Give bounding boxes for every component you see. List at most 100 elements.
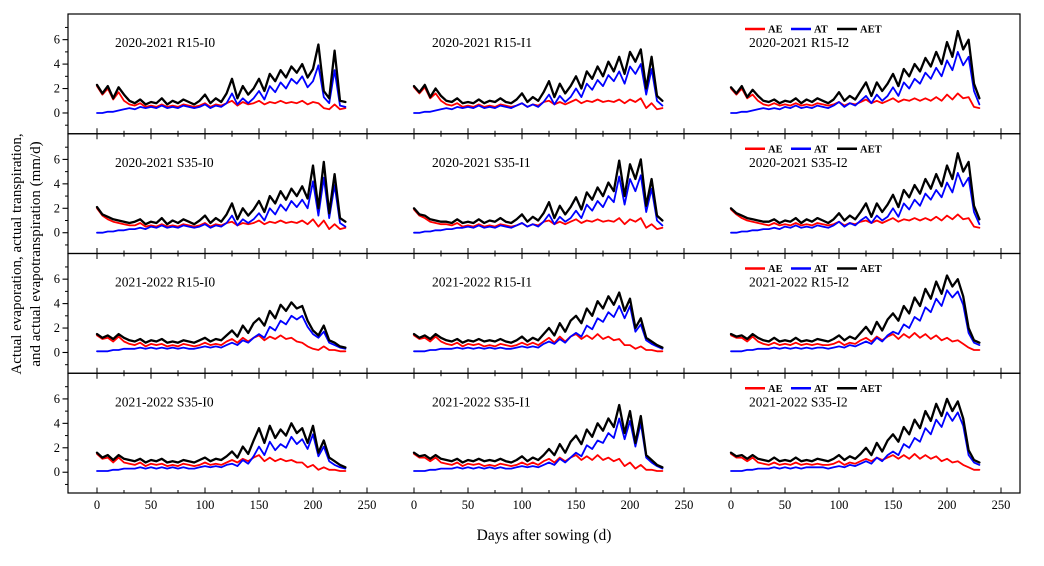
panel-2020-2021-r15-i2: 2020-2021 R15-I2 [729,29,981,114]
x-tick-label: 250 [358,498,377,512]
panel-title: 2021-2022 R15-I0 [115,275,215,290]
y-tick-label: 2 [54,82,60,96]
panel-title: 2021-2022 S35-I2 [749,394,848,409]
x-tick-label: 100 [196,498,215,512]
aet-series-line [729,397,981,464]
aet-series-line [729,152,981,225]
at-series-line [413,174,664,234]
y-tick-label: 0 [54,226,60,240]
legend-label-ae: AE [768,25,783,36]
y-tick-label: 0 [54,106,60,120]
at-series-line [413,417,664,472]
at-series-line [730,51,981,114]
y-tick-label: 4 [54,416,61,430]
legend-label-at: AT [814,264,828,275]
y-tick-label: 6 [54,152,60,166]
panel-2020-2021-r15-i1: 2020-2021 R15-I1 [412,35,664,114]
legend-label-ae: AE [768,264,783,275]
panel-2020-2021-r15-i0: 2020-2021 R15-I0 [95,35,347,114]
x-tick-label: 250 [992,498,1011,512]
panel-2020-2021-s35-i2: 2020-2021 S35-I2 [729,152,981,234]
panel-title: 2020-2021 S35-I0 [115,155,214,170]
legend-label-ae: AE [768,144,783,155]
y-tick-label: 2 [54,321,60,335]
legend-label-at: AT [814,384,828,395]
x-tick-label: 150 [567,498,586,512]
x-tick-label: 200 [938,498,957,512]
y-tick-label: 2 [54,441,60,455]
panel-2021-2022-s35-i2: 2021-2022 S35-I2 [729,394,981,472]
panel-title: 2021-2022 S35-I0 [115,394,214,409]
x-tick-label: 50 [462,498,475,512]
legend-label-ae: AE [768,384,783,395]
y-tick-label: 0 [54,345,60,359]
panel-title: 2020-2021 S35-I2 [749,155,848,170]
y-axis-label-line2: and actual evapotranspiration (mm/d) [28,141,44,367]
legend-label-at: AT [814,144,828,155]
at-series-line [730,172,981,234]
ae-series-line [96,334,347,353]
at-series-line [730,411,981,472]
x-tick-label: 100 [513,498,532,512]
y-tick-label: 0 [54,465,60,479]
y-tick-label: 2 [54,201,60,215]
legend-row-1: AE AT AET [745,25,882,36]
panel-2021-2022-s35-i0: 2021-2022 S35-I0 [95,394,347,472]
y-axis-label: Actual evaporation, actual transpiration… [8,84,46,424]
y-axis-label-line1: Actual evaporation, actual transpiration… [9,133,25,375]
y-tick-label: 6 [54,272,60,286]
x-tick-label: 250 [675,498,694,512]
legend-row-2: AE AT AET [745,144,882,155]
x-tick-label: 150 [250,498,269,512]
ae-series-line [413,453,664,472]
x-tick-label: 50 [145,498,158,512]
at-series-line [96,314,347,353]
y-tick-label: 6 [54,392,60,406]
at-series-line [413,305,664,353]
ae-series-line [96,85,347,111]
at-series-line [96,433,347,472]
ae-series-line [413,86,664,111]
panel-2021-2022-r15-i2: 2021-2022 R15-I2 [729,274,981,353]
y-tick-label: 4 [54,177,61,191]
ae-series-line [730,453,981,471]
aet-series-line [95,43,347,106]
x-tick-label: 150 [884,498,903,512]
x-tick-label: 100 [830,498,849,512]
panel-row-3: 0 2 4 6 AE AT AET [54,252,1021,379]
panel-title: 2020-2021 S35-I1 [432,155,531,170]
ae-series-line [96,453,347,472]
aet-series-line [729,274,981,344]
y-tick-label: 4 [54,57,61,71]
panel-row-4: 0 2 4 6 0 50 100 150 200 250 0 50 100 150 200 250 0 50 100… [54,372,1021,512]
panel-title: 2020-2021 R15-I1 [432,35,532,50]
y-tick-label: 6 [54,33,60,47]
aet-series-line [95,301,347,349]
legend-label-aet: AET [860,144,882,155]
legend-row-4: AE AT AET [745,384,882,395]
panel-title: 2021-2022 R15-I2 [749,275,849,290]
y-tick-label: 4 [54,297,61,311]
ae-series-line [96,207,347,230]
aet-series-line [729,29,981,105]
panel-title: 2021-2022 S35-I1 [432,394,531,409]
panel-row-1: 0 2 4 6 AE AT AET [54,13,1021,140]
legend-label-aet: AET [860,384,882,395]
x-tick-label: 200 [304,498,323,512]
ae-series-line [730,332,981,351]
x-tick-label: 0 [94,498,100,512]
x-tick-label: 0 [411,498,417,512]
at-series-line [413,63,664,114]
panel-2021-2022-r15-i1: 2021-2022 R15-I1 [412,275,664,353]
panel-2020-2021-s35-i0: 2020-2021 S35-I0 [95,155,347,234]
aet-series-line [412,291,664,349]
panel-2020-2021-s35-i1: 2020-2021 S35-I1 [412,155,664,234]
panel-title: 2020-2021 R15-I2 [749,35,849,50]
row-border [67,372,1021,494]
x-axis-label: Days after sowing (d) [476,527,612,544]
aet-series-line [412,403,664,469]
panel-title: 2020-2021 R15-I0 [115,35,215,50]
aet-series-line [412,158,664,225]
